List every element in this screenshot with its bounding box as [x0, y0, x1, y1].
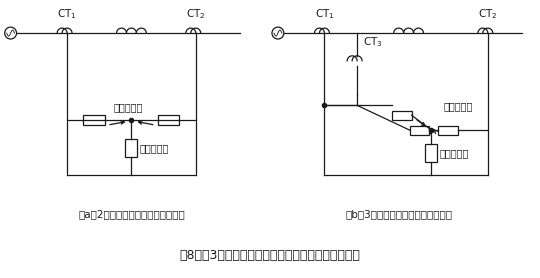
- Text: CT$_2$: CT$_2$: [186, 8, 206, 21]
- Text: （a）2巻線変圧器（接続の考え方）: （a）2巻線変圧器（接続の考え方）: [78, 209, 185, 219]
- Text: 第8図　3巻線変圧器の接続の考え方（原理説明用）: 第8図 3巻線変圧器の接続の考え方（原理説明用）: [180, 249, 360, 262]
- Text: CT$_1$: CT$_1$: [57, 8, 77, 21]
- Text: （b）3巻線変圧器（接続の考え方）: （b）3巻線変圧器（接続の考え方）: [345, 209, 452, 219]
- Text: 抑制コイル: 抑制コイル: [443, 101, 472, 111]
- Text: CT$_3$: CT$_3$: [363, 35, 383, 49]
- Text: CT$_2$: CT$_2$: [478, 8, 497, 21]
- Text: 動作コイル: 動作コイル: [139, 143, 168, 153]
- Bar: [158, 115, 179, 125]
- Text: CT$_1$: CT$_1$: [315, 8, 334, 21]
- Bar: [392, 111, 411, 120]
- Bar: [438, 126, 458, 135]
- Bar: [125, 139, 137, 157]
- Bar: [410, 126, 429, 135]
- Text: 動作コイル: 動作コイル: [440, 148, 469, 158]
- Bar: [83, 115, 105, 125]
- Bar: [426, 144, 437, 162]
- Text: 抑制コイル: 抑制コイル: [114, 102, 143, 112]
